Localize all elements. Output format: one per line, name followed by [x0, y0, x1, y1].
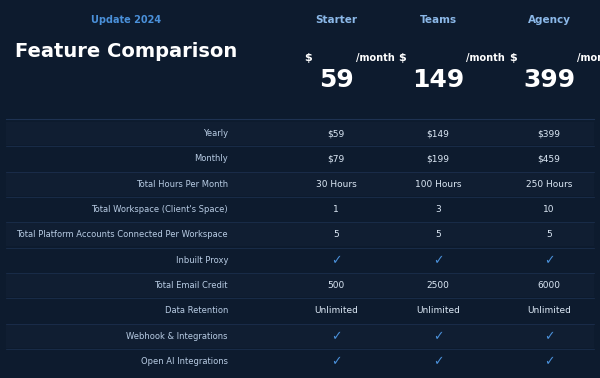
- FancyBboxPatch shape: [6, 122, 594, 145]
- Text: Data Retention: Data Retention: [164, 307, 228, 315]
- Text: ✓: ✓: [544, 330, 554, 343]
- Text: 5: 5: [333, 231, 339, 239]
- Text: 10: 10: [543, 205, 555, 214]
- Text: Starter: Starter: [315, 15, 357, 25]
- Text: Agency: Agency: [527, 15, 571, 25]
- Text: Unlimited: Unlimited: [416, 307, 460, 315]
- Text: /month: /month: [356, 53, 395, 63]
- Text: Total Workspace (Client's Space): Total Workspace (Client's Space): [91, 205, 228, 214]
- Text: Webhook & Integrations: Webhook & Integrations: [127, 332, 228, 341]
- Text: ✓: ✓: [331, 254, 341, 267]
- Text: $: $: [304, 53, 312, 63]
- Text: 149: 149: [412, 68, 464, 92]
- FancyBboxPatch shape: [6, 223, 594, 246]
- Text: 399: 399: [523, 68, 575, 92]
- FancyBboxPatch shape: [6, 324, 594, 348]
- Text: $149: $149: [427, 129, 449, 138]
- Text: ✓: ✓: [544, 355, 554, 368]
- Text: $: $: [398, 53, 406, 63]
- Text: ✓: ✓: [544, 254, 554, 267]
- Text: Yearly: Yearly: [203, 129, 228, 138]
- Text: 2500: 2500: [427, 281, 449, 290]
- Text: $: $: [509, 53, 517, 63]
- Text: 5: 5: [546, 231, 552, 239]
- Text: Inbuilt Proxy: Inbuilt Proxy: [176, 256, 228, 265]
- Text: 6000: 6000: [538, 281, 560, 290]
- Text: Teams: Teams: [419, 15, 457, 25]
- Text: /month: /month: [466, 53, 505, 63]
- Text: 500: 500: [328, 281, 344, 290]
- Text: ✓: ✓: [433, 355, 443, 368]
- Text: $59: $59: [328, 129, 344, 138]
- Text: Total Platform Accounts Connected Per Workspace: Total Platform Accounts Connected Per Wo…: [16, 231, 228, 239]
- Text: 3: 3: [435, 205, 441, 214]
- Text: 100 Hours: 100 Hours: [415, 180, 461, 189]
- Text: $79: $79: [328, 155, 344, 163]
- Text: Monthly: Monthly: [194, 155, 228, 163]
- Text: Total Hours Per Month: Total Hours Per Month: [136, 180, 228, 189]
- Text: $199: $199: [427, 155, 449, 163]
- Text: ✓: ✓: [433, 330, 443, 343]
- Text: /month: /month: [577, 53, 600, 63]
- FancyBboxPatch shape: [6, 172, 594, 196]
- Text: 30 Hours: 30 Hours: [316, 180, 356, 189]
- Text: 5: 5: [435, 231, 441, 239]
- Text: Open AI Integrations: Open AI Integrations: [141, 357, 228, 366]
- Text: ✓: ✓: [433, 254, 443, 267]
- Text: Total Email Credit: Total Email Credit: [155, 281, 228, 290]
- FancyBboxPatch shape: [6, 274, 594, 297]
- Text: $399: $399: [538, 129, 560, 138]
- Text: 59: 59: [319, 68, 353, 92]
- Text: 250 Hours: 250 Hours: [526, 180, 572, 189]
- Text: Feature Comparison: Feature Comparison: [15, 42, 237, 60]
- Text: Unlimited: Unlimited: [314, 307, 358, 315]
- Text: 1: 1: [333, 205, 339, 214]
- Text: $459: $459: [538, 155, 560, 163]
- Text: ✓: ✓: [331, 330, 341, 343]
- Text: Update 2024: Update 2024: [91, 15, 161, 25]
- Text: ✓: ✓: [331, 355, 341, 368]
- Text: Unlimited: Unlimited: [527, 307, 571, 315]
